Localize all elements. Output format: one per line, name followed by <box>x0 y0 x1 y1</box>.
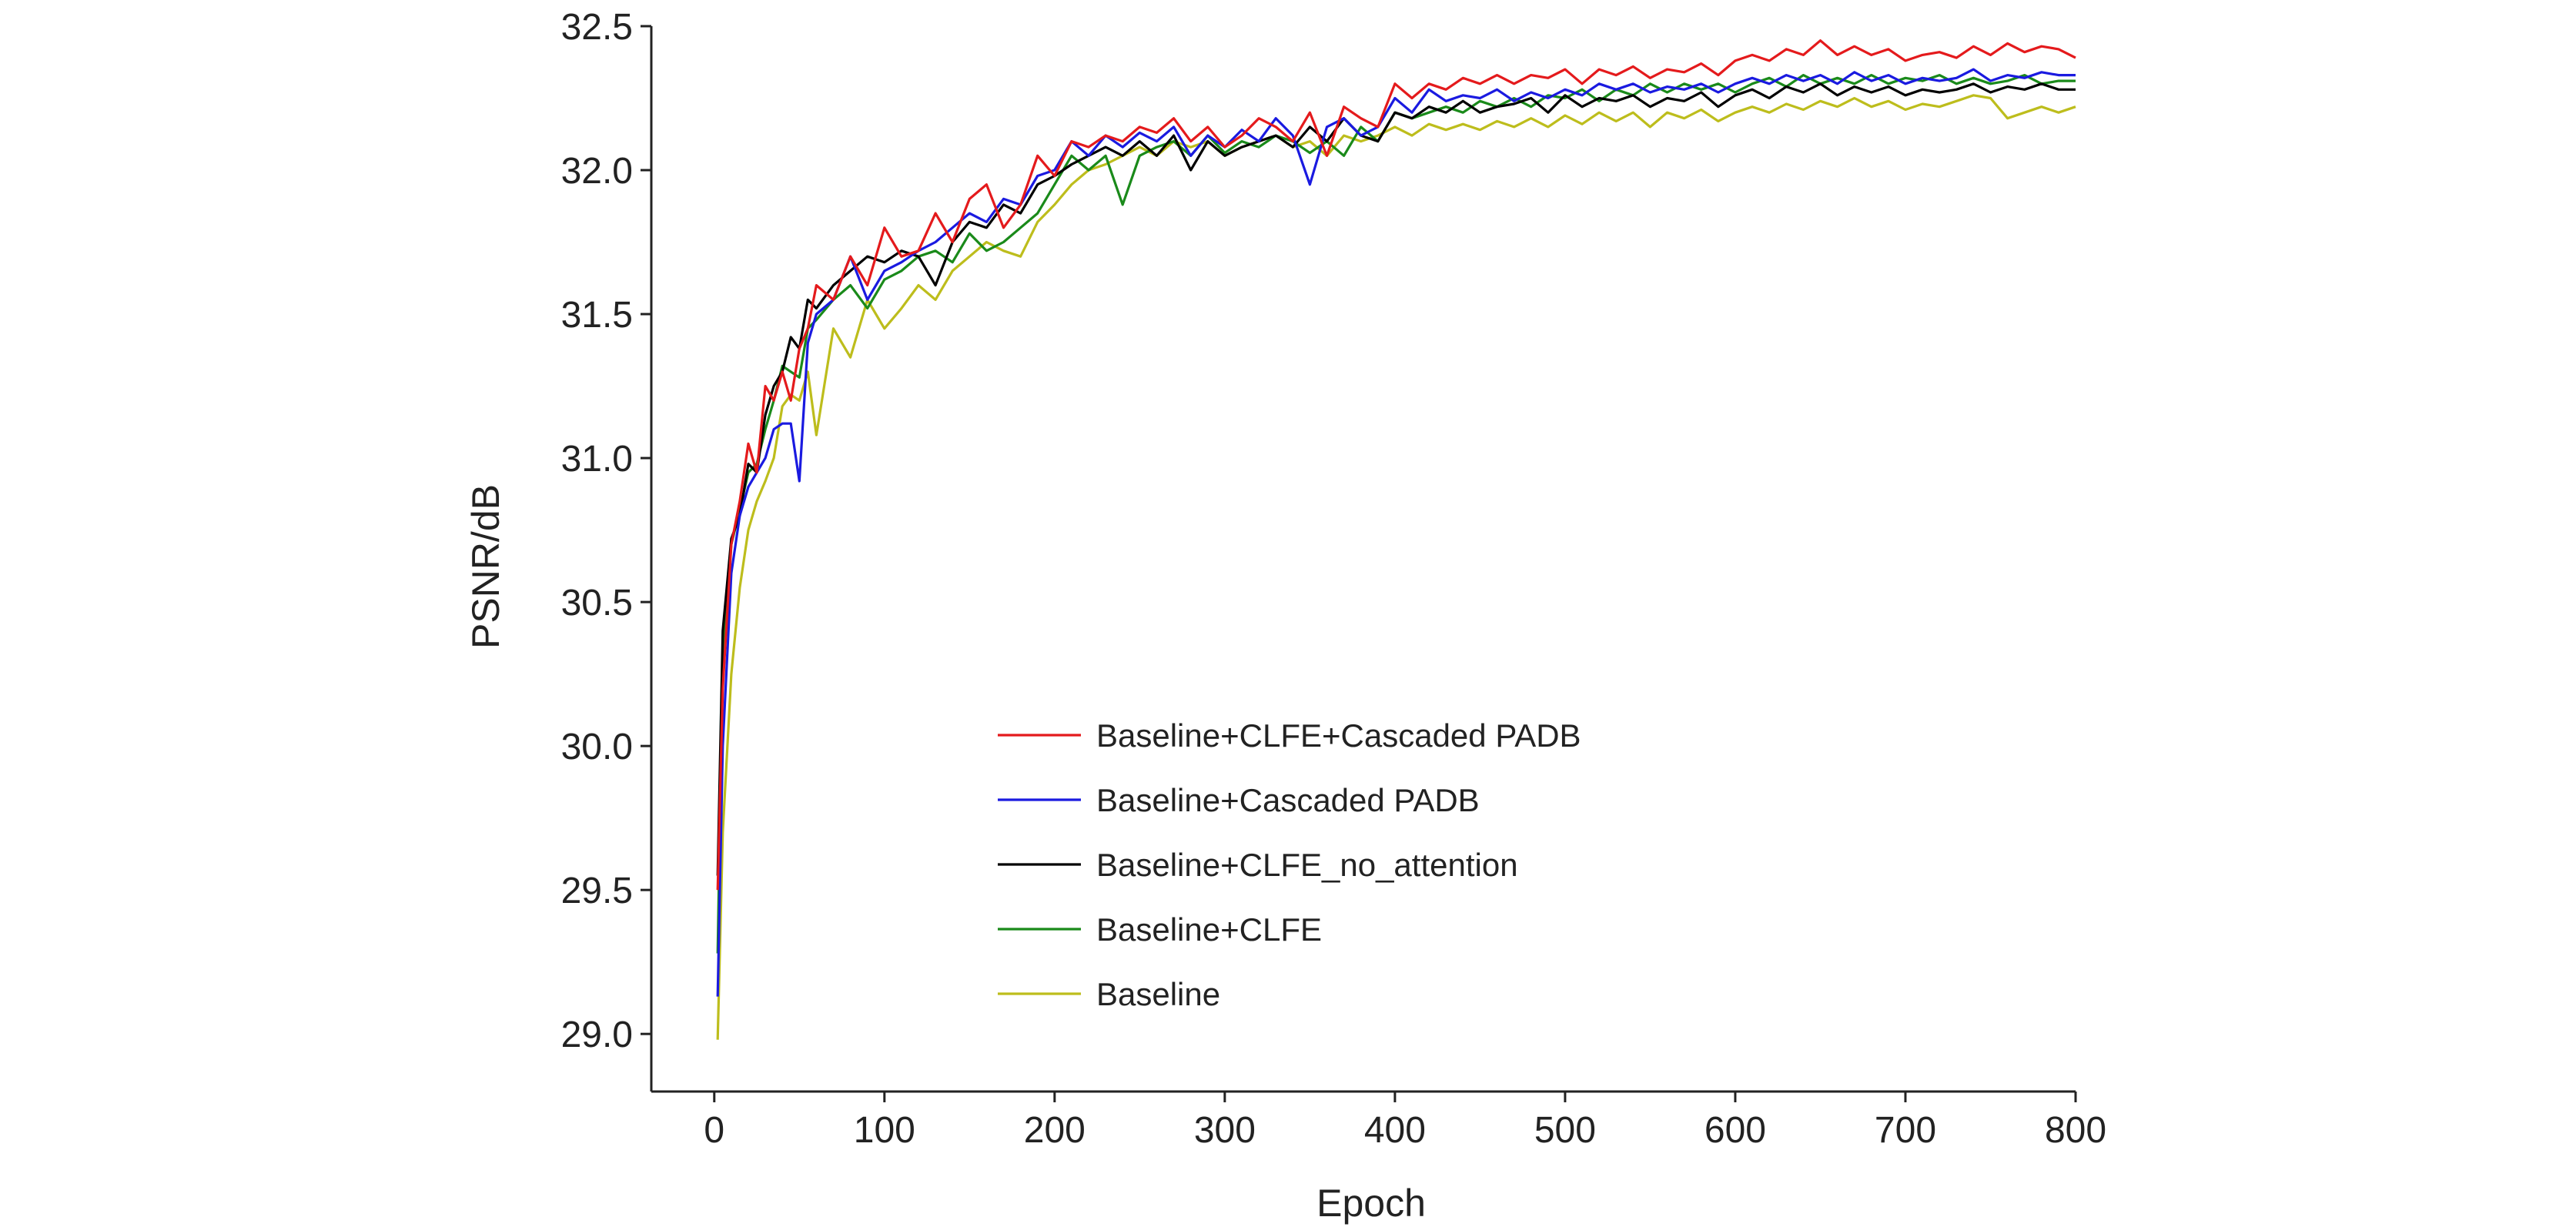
y-axis-title: PSNR/dB <box>464 484 507 649</box>
x-tick-label: 400 <box>1364 1110 1426 1151</box>
legend-label: Baseline+Cascaded PADB <box>1096 782 1480 818</box>
x-tick-label: 800 <box>2045 1110 2106 1151</box>
series-lines <box>716 39 2076 1040</box>
y-axis-ticks: 29.0 29.5 30.0 30.5 31.0 31.5 32.0 32.5 <box>561 7 651 1055</box>
legend-label: Baseline <box>1096 976 1220 1012</box>
series-line-4 <box>716 94 2076 1040</box>
x-tick-label: 100 <box>854 1110 915 1151</box>
legend: Baseline+CLFE+Cascaded PADB Baseline+Casc… <box>998 717 1581 1012</box>
series-line-3 <box>716 73 2076 954</box>
x-tick-label: 200 <box>1024 1110 1086 1151</box>
y-tick-label: 31.5 <box>561 295 633 336</box>
legend-label: Baseline+CLFE+Cascaded PADB <box>1096 717 1581 754</box>
x-axis-title: Epoch <box>1316 1182 1426 1225</box>
y-tick-label: 32.0 <box>561 151 633 192</box>
y-tick-label: 29.0 <box>561 1015 633 1055</box>
series-line-1 <box>716 68 2076 997</box>
y-tick-label: 29.5 <box>561 871 633 911</box>
y-tick-label: 32.5 <box>561 7 633 48</box>
series-line-2 <box>716 82 2076 876</box>
x-tick-label: 700 <box>1875 1110 1936 1151</box>
y-tick-label: 30.0 <box>561 727 633 767</box>
x-tick-label: 500 <box>1534 1110 1596 1151</box>
axes: 0 100 200 300 400 500 600 700 800 29.0 29.5 30.0 30… <box>464 7 2106 1225</box>
y-tick-label: 30.5 <box>561 583 633 624</box>
x-tick-label: 300 <box>1194 1110 1256 1151</box>
x-tick-label: 600 <box>1705 1110 1766 1151</box>
x-tick-label: 0 <box>704 1110 724 1151</box>
legend-label: Baseline+CLFE <box>1096 911 1322 948</box>
y-tick-label: 31.0 <box>561 439 633 480</box>
legend-label: Baseline+CLFE_no_attention <box>1096 847 1518 883</box>
x-axis-ticks: 0 100 200 300 400 500 600 700 800 <box>704 1092 2106 1151</box>
series-line-0 <box>716 39 2076 891</box>
